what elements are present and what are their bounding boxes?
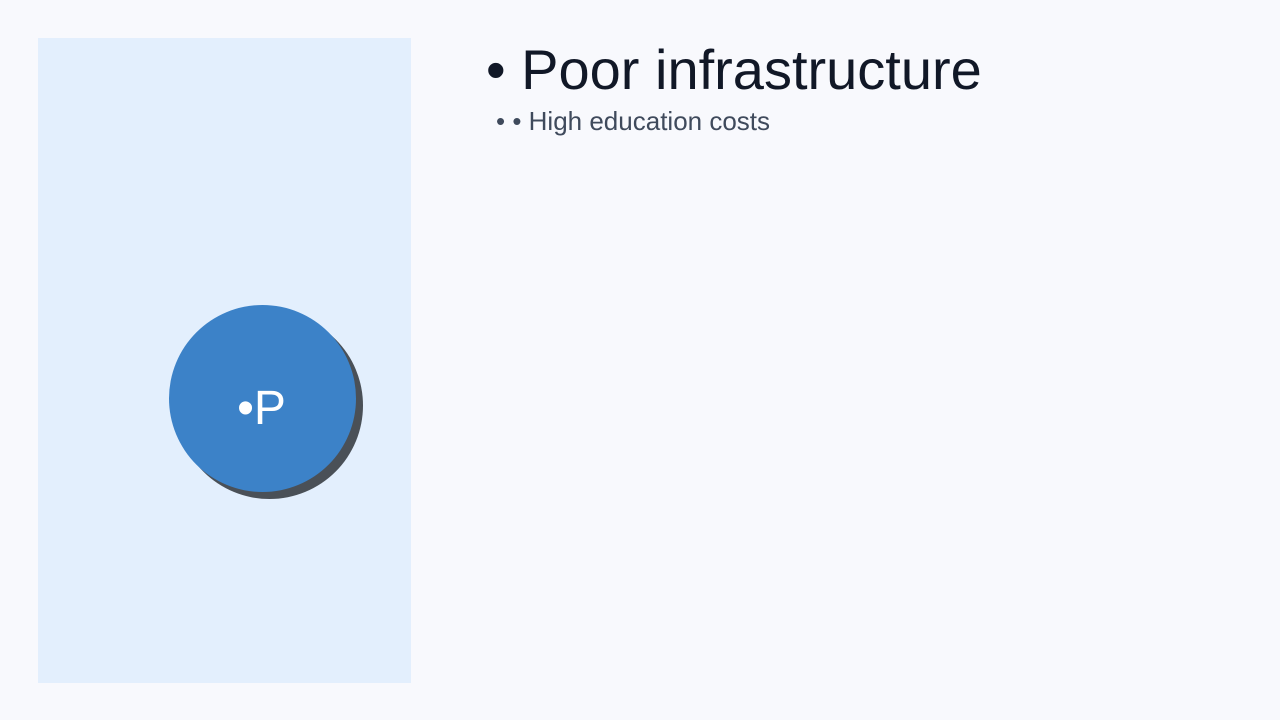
slide-title: • Poor infrastructure — [486, 38, 982, 101]
slide-content: • Poor infrastructure • • High education… — [486, 38, 1246, 138]
avatar: •P — [169, 305, 356, 492]
avatar-initial: •P — [237, 381, 286, 435]
left-panel: •P — [38, 38, 411, 683]
slide-subtitle: • • High education costs — [496, 106, 771, 136]
